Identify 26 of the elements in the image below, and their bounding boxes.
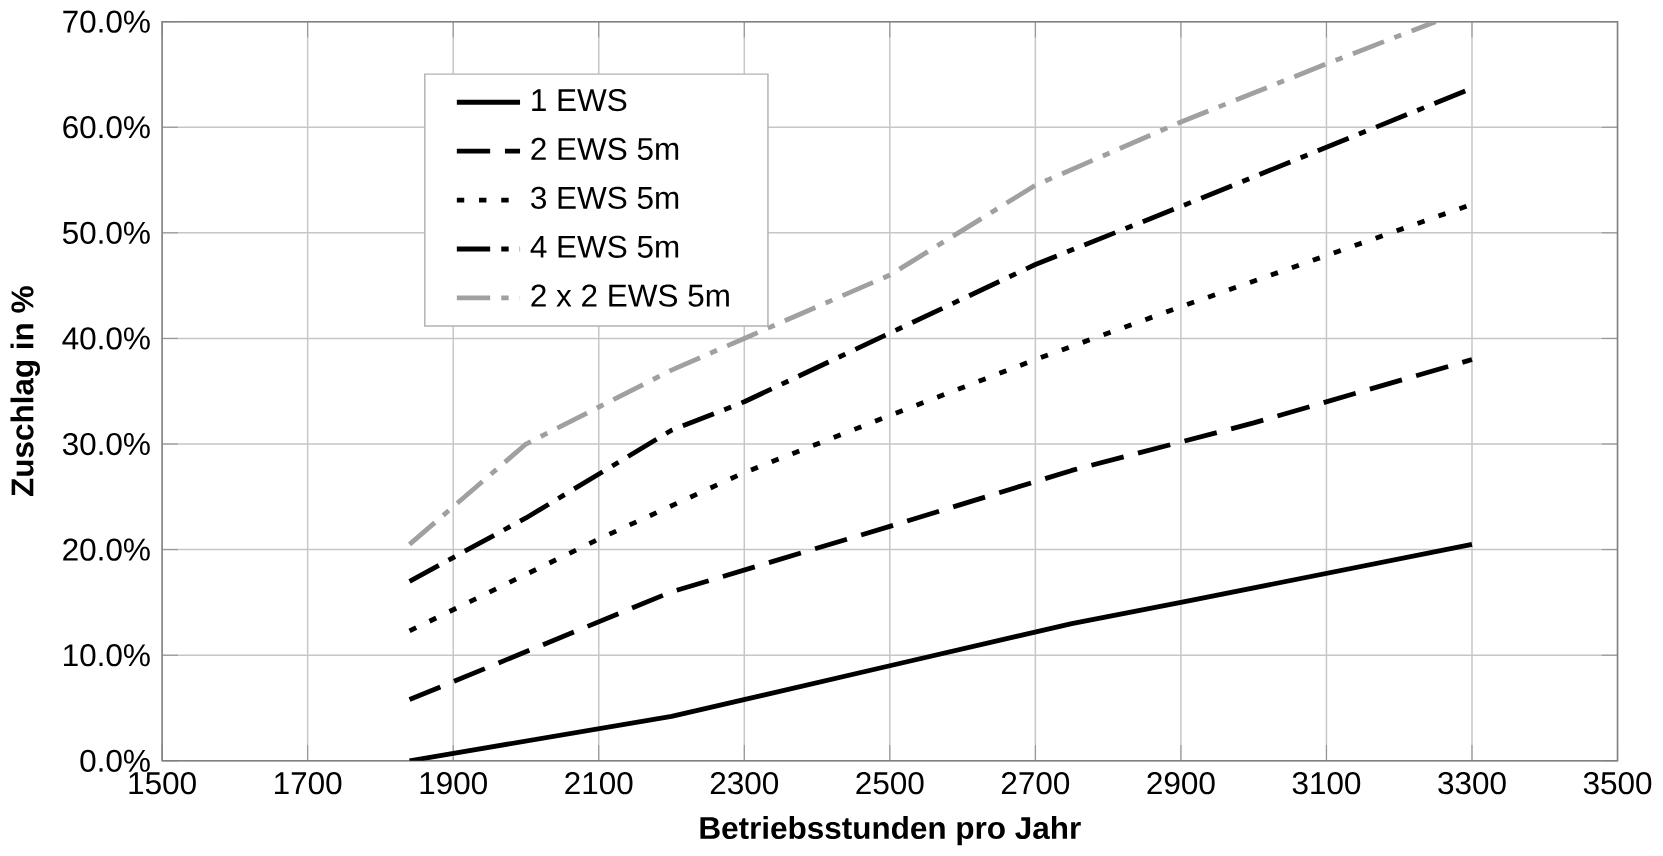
x-tick-label: 3500 xyxy=(1583,772,1652,795)
x-tick-label: 1500 xyxy=(129,772,196,795)
x-tick-label: 2300 xyxy=(710,772,779,795)
y-tick-label: 40.0% xyxy=(62,327,150,350)
x-axis-title: Betriebsstunden pro Jahr xyxy=(700,816,1081,846)
y-tick-label: 70.0% xyxy=(63,10,150,33)
x-tick-label: 1700 xyxy=(275,772,342,795)
x-tick-label: 2700 xyxy=(1001,772,1070,795)
y-tick-label: 10.0% xyxy=(64,644,150,667)
x-tick-label: 1900 xyxy=(420,772,487,795)
x-tick-label: 2100 xyxy=(565,772,633,795)
y-axis-title: Zuschlag in % xyxy=(10,286,40,497)
y-tick-label: 0.0% xyxy=(80,749,150,773)
x-tick-label: 2900 xyxy=(1147,772,1215,795)
y-tick-label: 60.0% xyxy=(63,116,150,139)
legend-label: 2 x 2 EWS 5m xyxy=(531,284,729,307)
legend-label: 2 EWS 5m xyxy=(531,137,679,161)
y-tick-label: 20.0% xyxy=(63,538,150,561)
x-tick-label: 3100 xyxy=(1292,772,1361,795)
legend-label: 3 EWS 5m xyxy=(531,186,679,210)
legend-label: 4 EWS 5m xyxy=(530,235,679,258)
y-tick-label: 50.0% xyxy=(62,221,150,245)
x-tick-label: 2500 xyxy=(856,772,924,795)
y-tick-label: 30.0% xyxy=(62,432,150,456)
legend-label: 1 EWS xyxy=(532,89,627,112)
x-tick-label: 3300 xyxy=(1438,772,1506,795)
